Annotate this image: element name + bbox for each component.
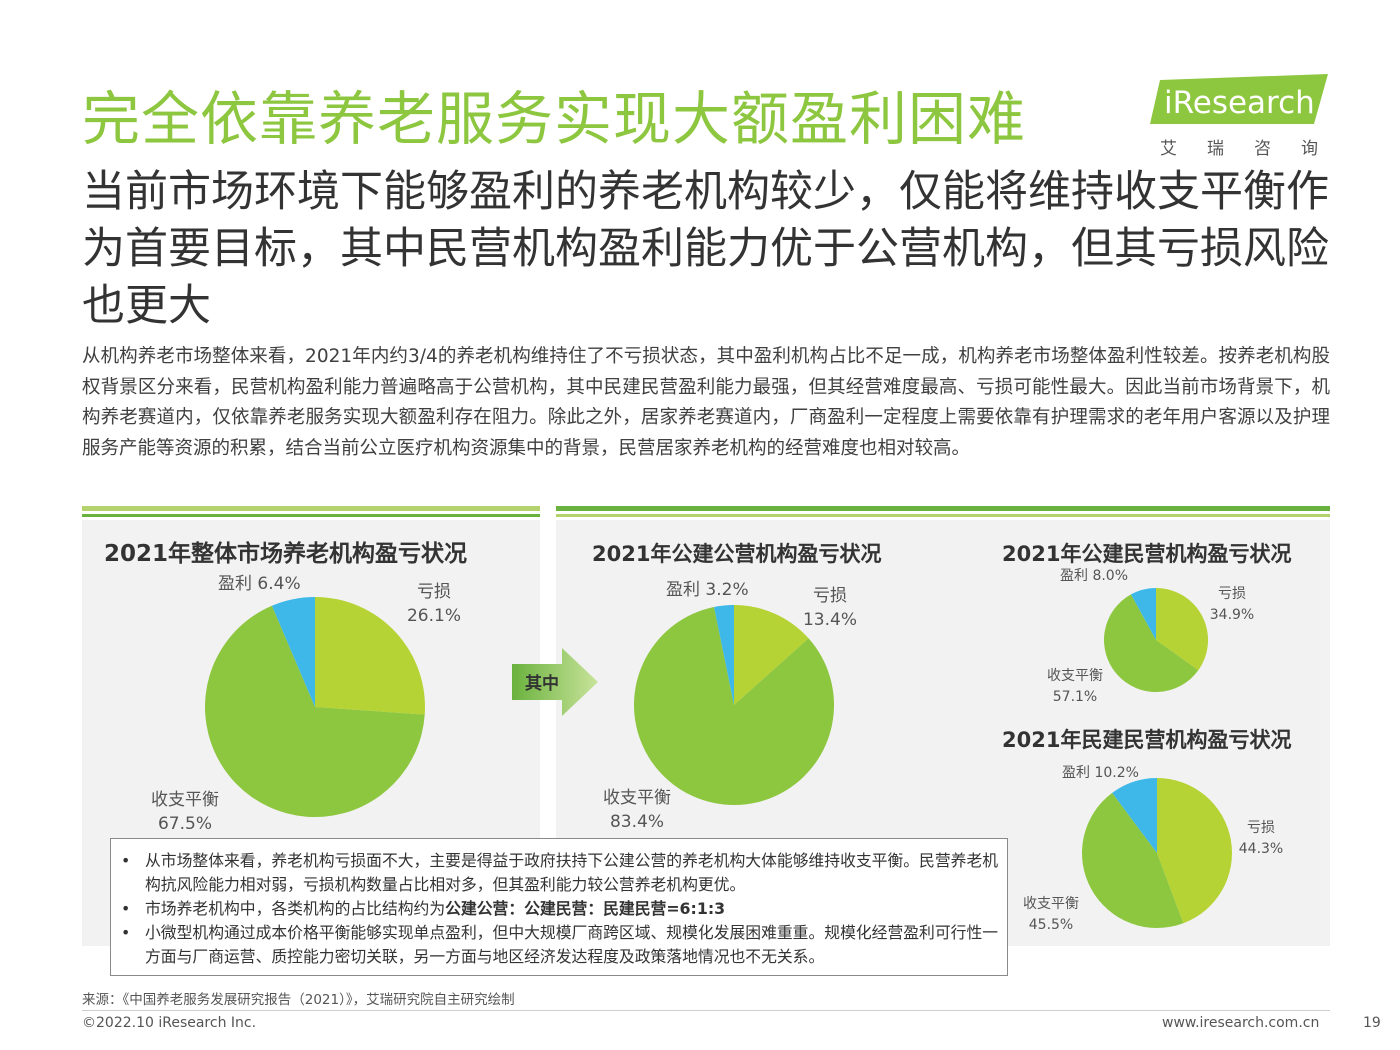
website-link[interactable]: www.iresearch.com.cn <box>1162 1015 1320 1031</box>
logo-text: iResearch <box>1164 85 1315 121</box>
arrow-label: 其中 <box>525 673 559 694</box>
chart1-slice-profit <box>271 597 315 707</box>
page-title: 完全依靠养老服务实现大额盈利困难 <box>82 85 1027 153</box>
page-subtitle: 当前市场环境下能够盈利的养老机构较少，仅能将维持收支平衡作为首要目标，其中民营机… <box>82 167 1329 331</box>
chart1-slice-balance <box>205 605 425 817</box>
note-item-1: • 从市场整体来看，养老机构亏损面不大，主要是得益于政府扶持下公建公营的养老机构… <box>121 851 999 894</box>
chart4-slice-loss <box>1157 778 1232 924</box>
left-panel-top-bar <box>82 506 540 511</box>
copyright: ©2022.10 iResearch Inc. <box>82 1015 257 1031</box>
chart2-slice-profit <box>714 605 734 705</box>
iresearch-logo: iResearch <box>1150 74 1328 124</box>
chart4-profit-label: 盈利 10.2% <box>1062 765 1139 781</box>
chart2-slice-loss <box>734 605 809 705</box>
note-item-3: • 小微型机构通过成本价格平衡能够实现单点盈利，但中大规模厂商跨区域、规模化发展… <box>121 923 999 966</box>
right-panel-top-bar <box>556 506 1330 511</box>
logo-background <box>1150 74 1328 124</box>
chart2-slice-balance <box>634 607 834 805</box>
bullet-icon: • <box>121 851 131 870</box>
footer-divider <box>82 1010 1330 1011</box>
chart1-slice-loss <box>315 597 425 715</box>
chart4-slice-profit <box>1112 778 1157 853</box>
chart4-balance-label: 收支平衡 45.5% <box>1023 896 1079 933</box>
body-paragraph: 从机构养老市场整体来看，2021年内约3/4的养老机构维持住了不亏损状态，其中盈… <box>82 346 1330 459</box>
chart3-slice-loss <box>1156 588 1208 671</box>
chart2-pie <box>634 605 834 805</box>
note-item-2: • 市场养老机构中，各类机构的占比结构约为公建公营：公建民营：民建民营=6:1:… <box>121 897 1011 921</box>
chart2-profit-label: 盈利 3.2% <box>666 580 749 600</box>
chart1-title: 2021年整体市场养老机构盈亏状况 <box>104 541 468 567</box>
chart3-loss-label: 亏损 34.9% <box>1209 586 1255 623</box>
arrow-shape <box>512 648 598 716</box>
logo-subtitle: 艾瑞咨询 <box>1160 139 1348 159</box>
chart1-pie <box>205 597 425 817</box>
chart3-balance-label: 收支平衡 57.1% <box>1047 668 1103 705</box>
left-panel-accent-bar <box>82 514 540 517</box>
notes-box: • 从市场整体来看，养老机构亏损面不大，主要是得益于政府扶持下公建公营的养老机构… <box>110 838 1008 976</box>
chart1-balance-label: 收支平衡 67.5% <box>151 790 219 834</box>
chart4-loss-label: 亏损 44.3% <box>1238 820 1284 857</box>
source-note: 来源：《中国养老服务发展研究报告（2021）》，艾瑞研究院自主研究绘制 <box>82 992 515 1008</box>
chart3-slice-profit <box>1130 588 1156 640</box>
chart4-title: 2021年民建民营机构盈亏状况 <box>1002 728 1292 752</box>
chart3-slice-balance <box>1104 594 1199 692</box>
chart2-loss-label: 亏损 13.4% <box>802 586 857 630</box>
chart3-title: 2021年公建民营机构盈亏状况 <box>1002 542 1292 566</box>
page-number: 19 <box>1363 1015 1381 1031</box>
bullet-icon: • <box>121 899 131 918</box>
chart1-loss-label: 亏损 26.1% <box>406 582 461 626</box>
chart2-balance-label: 收支平衡 83.4% <box>603 788 671 832</box>
chart2-title: 2021年公建公营机构盈亏状况 <box>592 542 882 566</box>
chart3-pie <box>1104 588 1208 692</box>
right-arrow-icon: 其中 <box>512 648 598 716</box>
chart3-profit-label: 盈利 8.0% <box>1060 568 1129 584</box>
chart4-pie <box>1082 778 1232 928</box>
chart1-profit-label: 盈利 6.4% <box>218 574 301 594</box>
bullet-icon: • <box>121 923 131 942</box>
right-panel-accent-bar <box>556 514 1330 517</box>
chart4-slice-balance <box>1082 792 1184 928</box>
